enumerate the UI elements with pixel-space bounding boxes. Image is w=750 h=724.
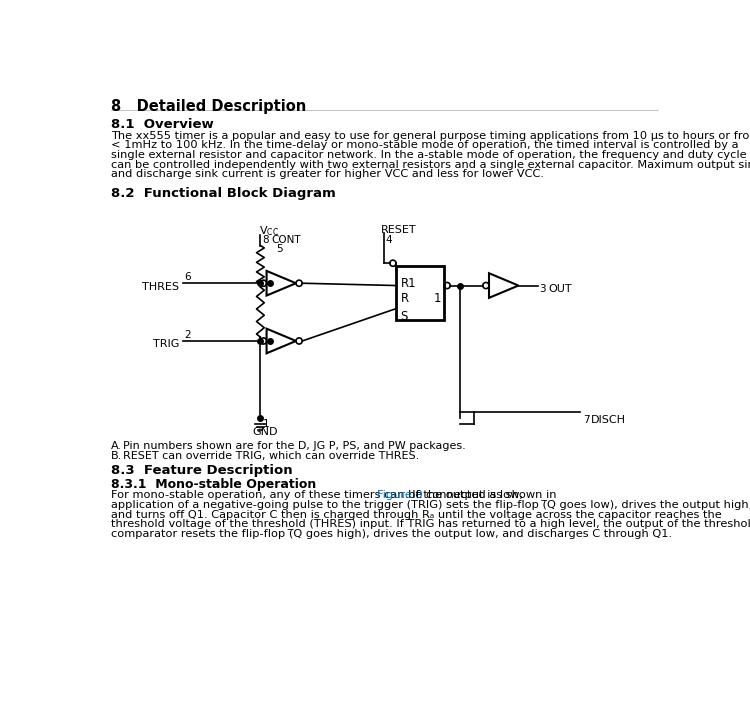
Text: 8: 8 [262, 235, 269, 245]
Text: RESET can override TRIG, which can override THRES.: RESET can override TRIG, which can overr… [123, 451, 419, 461]
Text: For mono-stable operation, any of these timers can be connected as shown in: For mono-stable operation, any of these … [111, 490, 560, 500]
Text: < 1mHz to 100 kHz. In the time-delay or mono-stable mode of operation, the timed: < 1mHz to 100 kHz. In the time-delay or … [111, 140, 738, 151]
Text: 2: 2 [184, 330, 191, 340]
Text: OUT: OUT [548, 284, 572, 294]
Text: 8.3  Feature Description: 8.3 Feature Description [111, 464, 292, 477]
Text: comparator resets the flip-flop (̅Q goes high), drives the output low, and disch: comparator resets the flip-flop (̅Q goes… [111, 529, 672, 539]
Text: 8.3.1  Mono-stable Operation: 8.3.1 Mono-stable Operation [111, 478, 316, 491]
Text: threshold voltage of the threshold (THRES) input. If TRIG has returned to a high: threshold voltage of the threshold (THRE… [111, 519, 750, 529]
Text: B.: B. [111, 451, 122, 461]
Text: 1: 1 [262, 418, 269, 429]
Text: Pin numbers shown are for the D, JG P, PS, and PW packages.: Pin numbers shown are for the D, JG P, P… [123, 441, 466, 451]
Bar [396, 266, 444, 320]
Text: 3: 3 [539, 284, 546, 294]
Text: Figure 9: Figure 9 [377, 490, 423, 500]
Text: application of a negative-going pulse to the trigger (TRIG) sets the flip-flop (: application of a negative-going pulse to… [111, 500, 750, 510]
Text: 8.2  Functional Block Diagram: 8.2 Functional Block Diagram [111, 187, 335, 200]
Text: TRIG: TRIG [153, 340, 179, 350]
Text: 4: 4 [386, 235, 392, 245]
Text: R: R [400, 292, 409, 305]
Text: A.: A. [111, 441, 122, 451]
Text: and turns off Q1. Capacitor C then is charged through Rₐ until the voltage acros: and turns off Q1. Capacitor C then is ch… [111, 510, 722, 520]
Text: RESET: RESET [380, 225, 416, 235]
Text: can be controlled independently with two external resistors and a single externa: can be controlled independently with two… [111, 160, 750, 169]
Text: 8   Detailed Description: 8 Detailed Description [111, 99, 306, 114]
Text: GND: GND [253, 427, 278, 437]
Text: CONT: CONT [272, 235, 301, 245]
Text: 1: 1 [433, 292, 441, 305]
Text: 5: 5 [276, 244, 283, 254]
Text: and discharge sink current is greater for higher VCC and less for lower VCC.: and discharge sink current is greater fo… [111, 169, 544, 180]
Text: 7: 7 [583, 415, 590, 425]
Text: 6: 6 [184, 272, 191, 282]
Text: single external resistor and capacitor network. In the a-stable mode of operatio: single external resistor and capacitor n… [111, 150, 746, 160]
Text: THRES: THRES [142, 282, 179, 292]
Text: R1: R1 [400, 277, 416, 290]
Text: V$_{\rm CC}$: V$_{\rm CC}$ [259, 224, 279, 237]
Text: The xx555 timer is a popular and easy to use for general purpose timing applicat: The xx555 timer is a popular and easy to… [111, 131, 750, 140]
Text: DISCH: DISCH [591, 415, 626, 425]
Text: . If the output is low,: . If the output is low, [405, 490, 523, 500]
Text: 8.1  Overview: 8.1 Overview [111, 118, 214, 130]
Text: S: S [400, 310, 408, 323]
